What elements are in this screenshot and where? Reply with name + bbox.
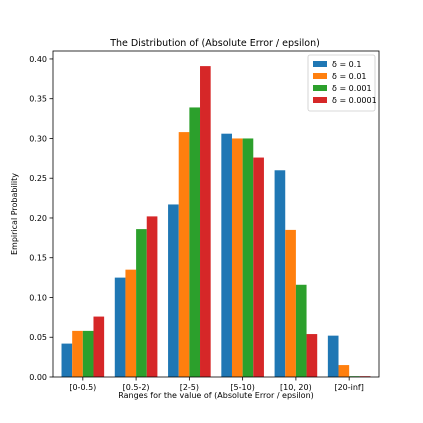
y-tick-label: 0.15	[29, 254, 47, 263]
bar-0-1	[114, 277, 126, 377]
y-tick-label: 0.10	[29, 293, 47, 302]
legend-swatch-1	[313, 73, 327, 79]
bar-0-2	[168, 204, 179, 377]
bar-3-3	[253, 157, 264, 377]
x-tick-label: [10, 20)	[280, 383, 312, 392]
bar-2-3	[242, 138, 254, 377]
legend: δ = 0.1 δ = 0.01 δ = 0.001 δ = 0.0001	[307, 54, 377, 112]
bar-3-1	[146, 216, 158, 377]
y-axis: 0.00 0.05 0.10 0.15 0.20 0.25 0.30 0.35 0.40	[29, 55, 53, 382]
bar-1-2	[178, 132, 190, 377]
plot-frame	[52, 50, 380, 378]
x-axis-label: Ranges for the value of (Absolute Error …	[118, 391, 314, 400]
x-axis: [0-0.5) [0.5-2) [2-5) [5-10) [10, 20) [20-inf…	[69, 377, 364, 392]
chart-title: The Distribution of (Absolute Error / ep…	[109, 38, 320, 49]
y-axis-label: Empirical Probability	[10, 173, 19, 255]
bar-2-1	[136, 229, 147, 377]
bar-1-4	[285, 229, 296, 377]
bar-1-3	[231, 138, 243, 377]
bar-0-3	[221, 133, 232, 377]
bar-0-4	[274, 170, 286, 377]
y-tick-label: 0.20	[29, 214, 47, 223]
legend-swatch-3	[313, 97, 327, 103]
bar-0-5	[327, 335, 339, 377]
x-tick-label: [5-10)	[230, 383, 254, 392]
legend-swatch-0	[313, 61, 327, 67]
y-tick-label: 0.00	[29, 373, 47, 382]
bars-layer	[61, 66, 371, 378]
legend-label-2: δ = 0.001	[332, 84, 372, 93]
bar-1-0	[72, 330, 83, 377]
bar-2-2	[189, 107, 201, 377]
legend-label-1: δ = 0.01	[332, 72, 367, 81]
bar-1-1	[125, 269, 137, 377]
bar-0-0	[61, 343, 73, 377]
bar-3-0	[93, 316, 105, 377]
y-tick-label: 0.40	[29, 55, 47, 64]
legend-label-3: δ = 0.0001	[332, 96, 377, 105]
bar-3-4	[306, 334, 318, 377]
x-tick-label: [2-5)	[180, 383, 199, 392]
legend-swatch-2	[313, 85, 327, 91]
legend-label-0: δ = 0.1	[332, 60, 361, 69]
y-tick-label: 0.25	[29, 174, 47, 183]
y-tick-label: 0.35	[29, 95, 47, 104]
bar-2-4	[295, 284, 307, 377]
bar-3-2	[200, 66, 211, 378]
x-tick-label: [0-0.5)	[69, 383, 96, 392]
bar-2-0	[82, 330, 94, 377]
y-tick-label: 0.30	[29, 134, 47, 143]
x-tick-label: [20-inf]	[334, 383, 363, 392]
x-tick-label: [0.5-2)	[123, 383, 150, 392]
bar-1-5	[338, 365, 350, 377]
y-tick-label: 0.05	[29, 333, 47, 342]
